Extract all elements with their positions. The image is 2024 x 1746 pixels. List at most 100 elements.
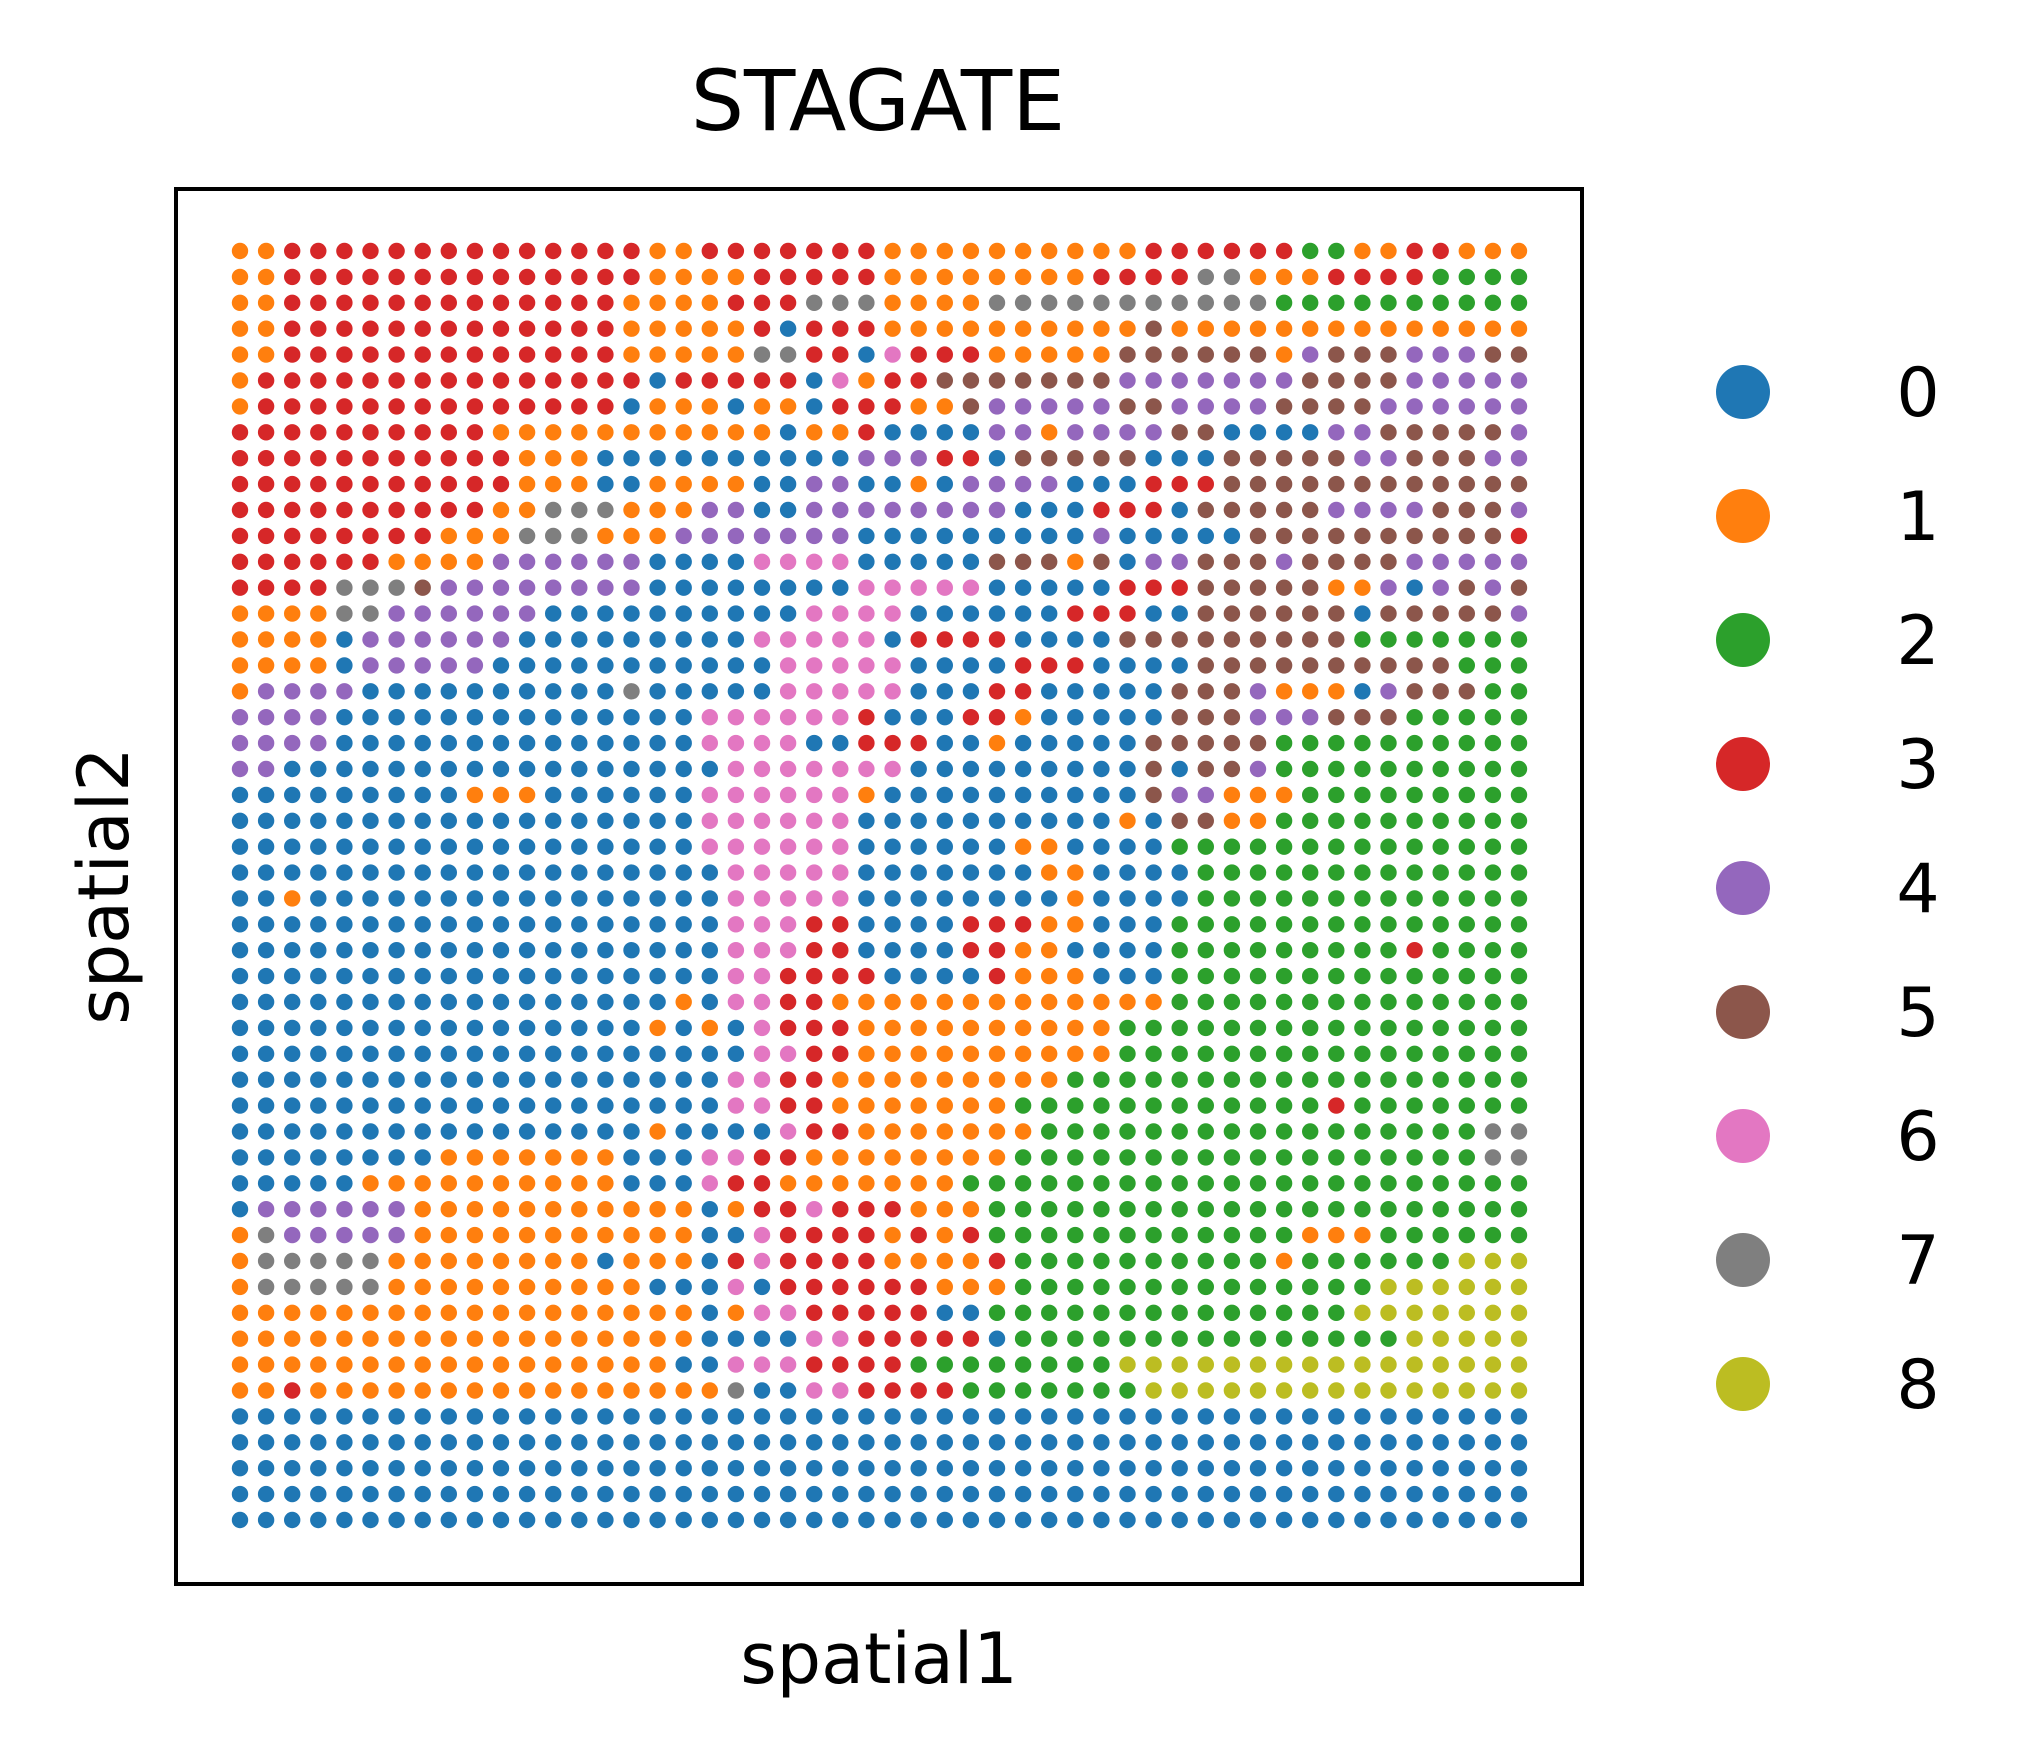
data-point xyxy=(1432,709,1449,726)
data-point xyxy=(753,1123,771,1140)
data-point xyxy=(440,786,457,804)
data-point xyxy=(597,1097,614,1114)
data-point xyxy=(440,890,457,907)
data-point xyxy=(701,1382,718,1399)
data-point xyxy=(1302,579,1319,596)
data-point xyxy=(518,527,536,545)
data-point xyxy=(1458,1097,1476,1114)
data-point xyxy=(910,320,927,337)
data-point xyxy=(231,1304,249,1322)
data-point xyxy=(440,475,457,493)
data-point xyxy=(310,631,327,648)
legend-item-3: 3 xyxy=(1716,726,1940,805)
data-point xyxy=(1484,942,1502,959)
data-point xyxy=(988,942,1006,959)
data-point xyxy=(1484,372,1502,389)
data-point xyxy=(284,1330,301,1347)
data-point xyxy=(414,424,431,441)
data-point xyxy=(597,812,614,829)
data-point xyxy=(858,709,875,726)
data-point xyxy=(1484,1330,1502,1347)
data-point xyxy=(806,786,823,804)
data-point xyxy=(1145,1460,1162,1477)
data-point xyxy=(1119,1434,1136,1451)
data-point xyxy=(1354,268,1371,286)
data-point xyxy=(806,372,823,389)
data-point xyxy=(466,579,484,596)
data-point xyxy=(779,1382,797,1399)
data-point xyxy=(1484,242,1502,260)
data-point xyxy=(1093,1019,1110,1037)
data-point xyxy=(1510,1382,1528,1399)
data-point xyxy=(388,942,405,959)
data-point xyxy=(1197,1019,1215,1037)
data-point xyxy=(1510,450,1528,467)
data-point xyxy=(1119,1511,1136,1529)
data-point xyxy=(362,734,379,752)
data-point xyxy=(1406,268,1423,286)
data-point xyxy=(1145,1485,1162,1503)
data-point xyxy=(1354,1382,1371,1399)
data-point xyxy=(1510,1511,1528,1529)
data-point xyxy=(414,1278,431,1296)
data-point xyxy=(753,268,771,286)
data-point xyxy=(257,1123,275,1140)
data-point xyxy=(1432,475,1449,493)
data-point xyxy=(492,372,510,389)
data-point xyxy=(310,657,327,674)
data-point xyxy=(1249,579,1267,596)
data-point xyxy=(1014,709,1032,726)
data-point xyxy=(832,1123,849,1140)
data-point xyxy=(1145,1382,1162,1399)
data-point xyxy=(1406,1226,1423,1244)
data-point xyxy=(988,1071,1006,1088)
data-point xyxy=(284,631,301,648)
data-point xyxy=(1223,1149,1241,1166)
data-point xyxy=(1067,475,1084,493)
data-point xyxy=(231,320,249,337)
data-point xyxy=(753,1434,771,1451)
data-point xyxy=(1328,294,1345,311)
data-point xyxy=(1145,683,1162,700)
data-point xyxy=(910,1408,927,1425)
data-point xyxy=(1223,398,1241,415)
data-point xyxy=(284,967,301,985)
data-point xyxy=(779,1252,797,1270)
data-point xyxy=(1041,864,1058,881)
data-point xyxy=(753,1511,771,1529)
data-point xyxy=(832,942,849,959)
data-point xyxy=(832,294,849,311)
data-point xyxy=(910,605,927,622)
data-point xyxy=(623,786,640,804)
data-point xyxy=(649,294,666,311)
legend-label: 4 xyxy=(1896,850,1939,929)
data-point xyxy=(936,1485,953,1503)
data-point xyxy=(440,1511,457,1529)
data-point xyxy=(1119,475,1136,493)
data-point xyxy=(649,838,666,855)
data-point xyxy=(414,294,431,311)
data-point xyxy=(257,890,275,907)
data-point xyxy=(231,1252,249,1270)
data-point xyxy=(1406,631,1423,648)
data-point xyxy=(1197,1460,1215,1477)
data-point xyxy=(936,890,953,907)
data-point xyxy=(701,812,718,829)
data-point xyxy=(1014,527,1032,545)
data-point xyxy=(884,916,901,933)
data-point xyxy=(466,242,484,260)
data-point xyxy=(753,527,771,545)
data-point xyxy=(518,1382,536,1399)
data-point xyxy=(1432,501,1449,519)
data-point xyxy=(1119,1408,1136,1425)
data-point xyxy=(675,838,692,855)
data-point xyxy=(1432,942,1449,959)
data-point xyxy=(962,527,980,545)
data-point xyxy=(806,1485,823,1503)
data-point xyxy=(518,1019,536,1037)
data-point xyxy=(571,424,588,441)
data-point xyxy=(832,475,849,493)
data-point xyxy=(1432,1045,1449,1063)
data-point xyxy=(1067,579,1084,596)
data-point xyxy=(597,993,614,1011)
